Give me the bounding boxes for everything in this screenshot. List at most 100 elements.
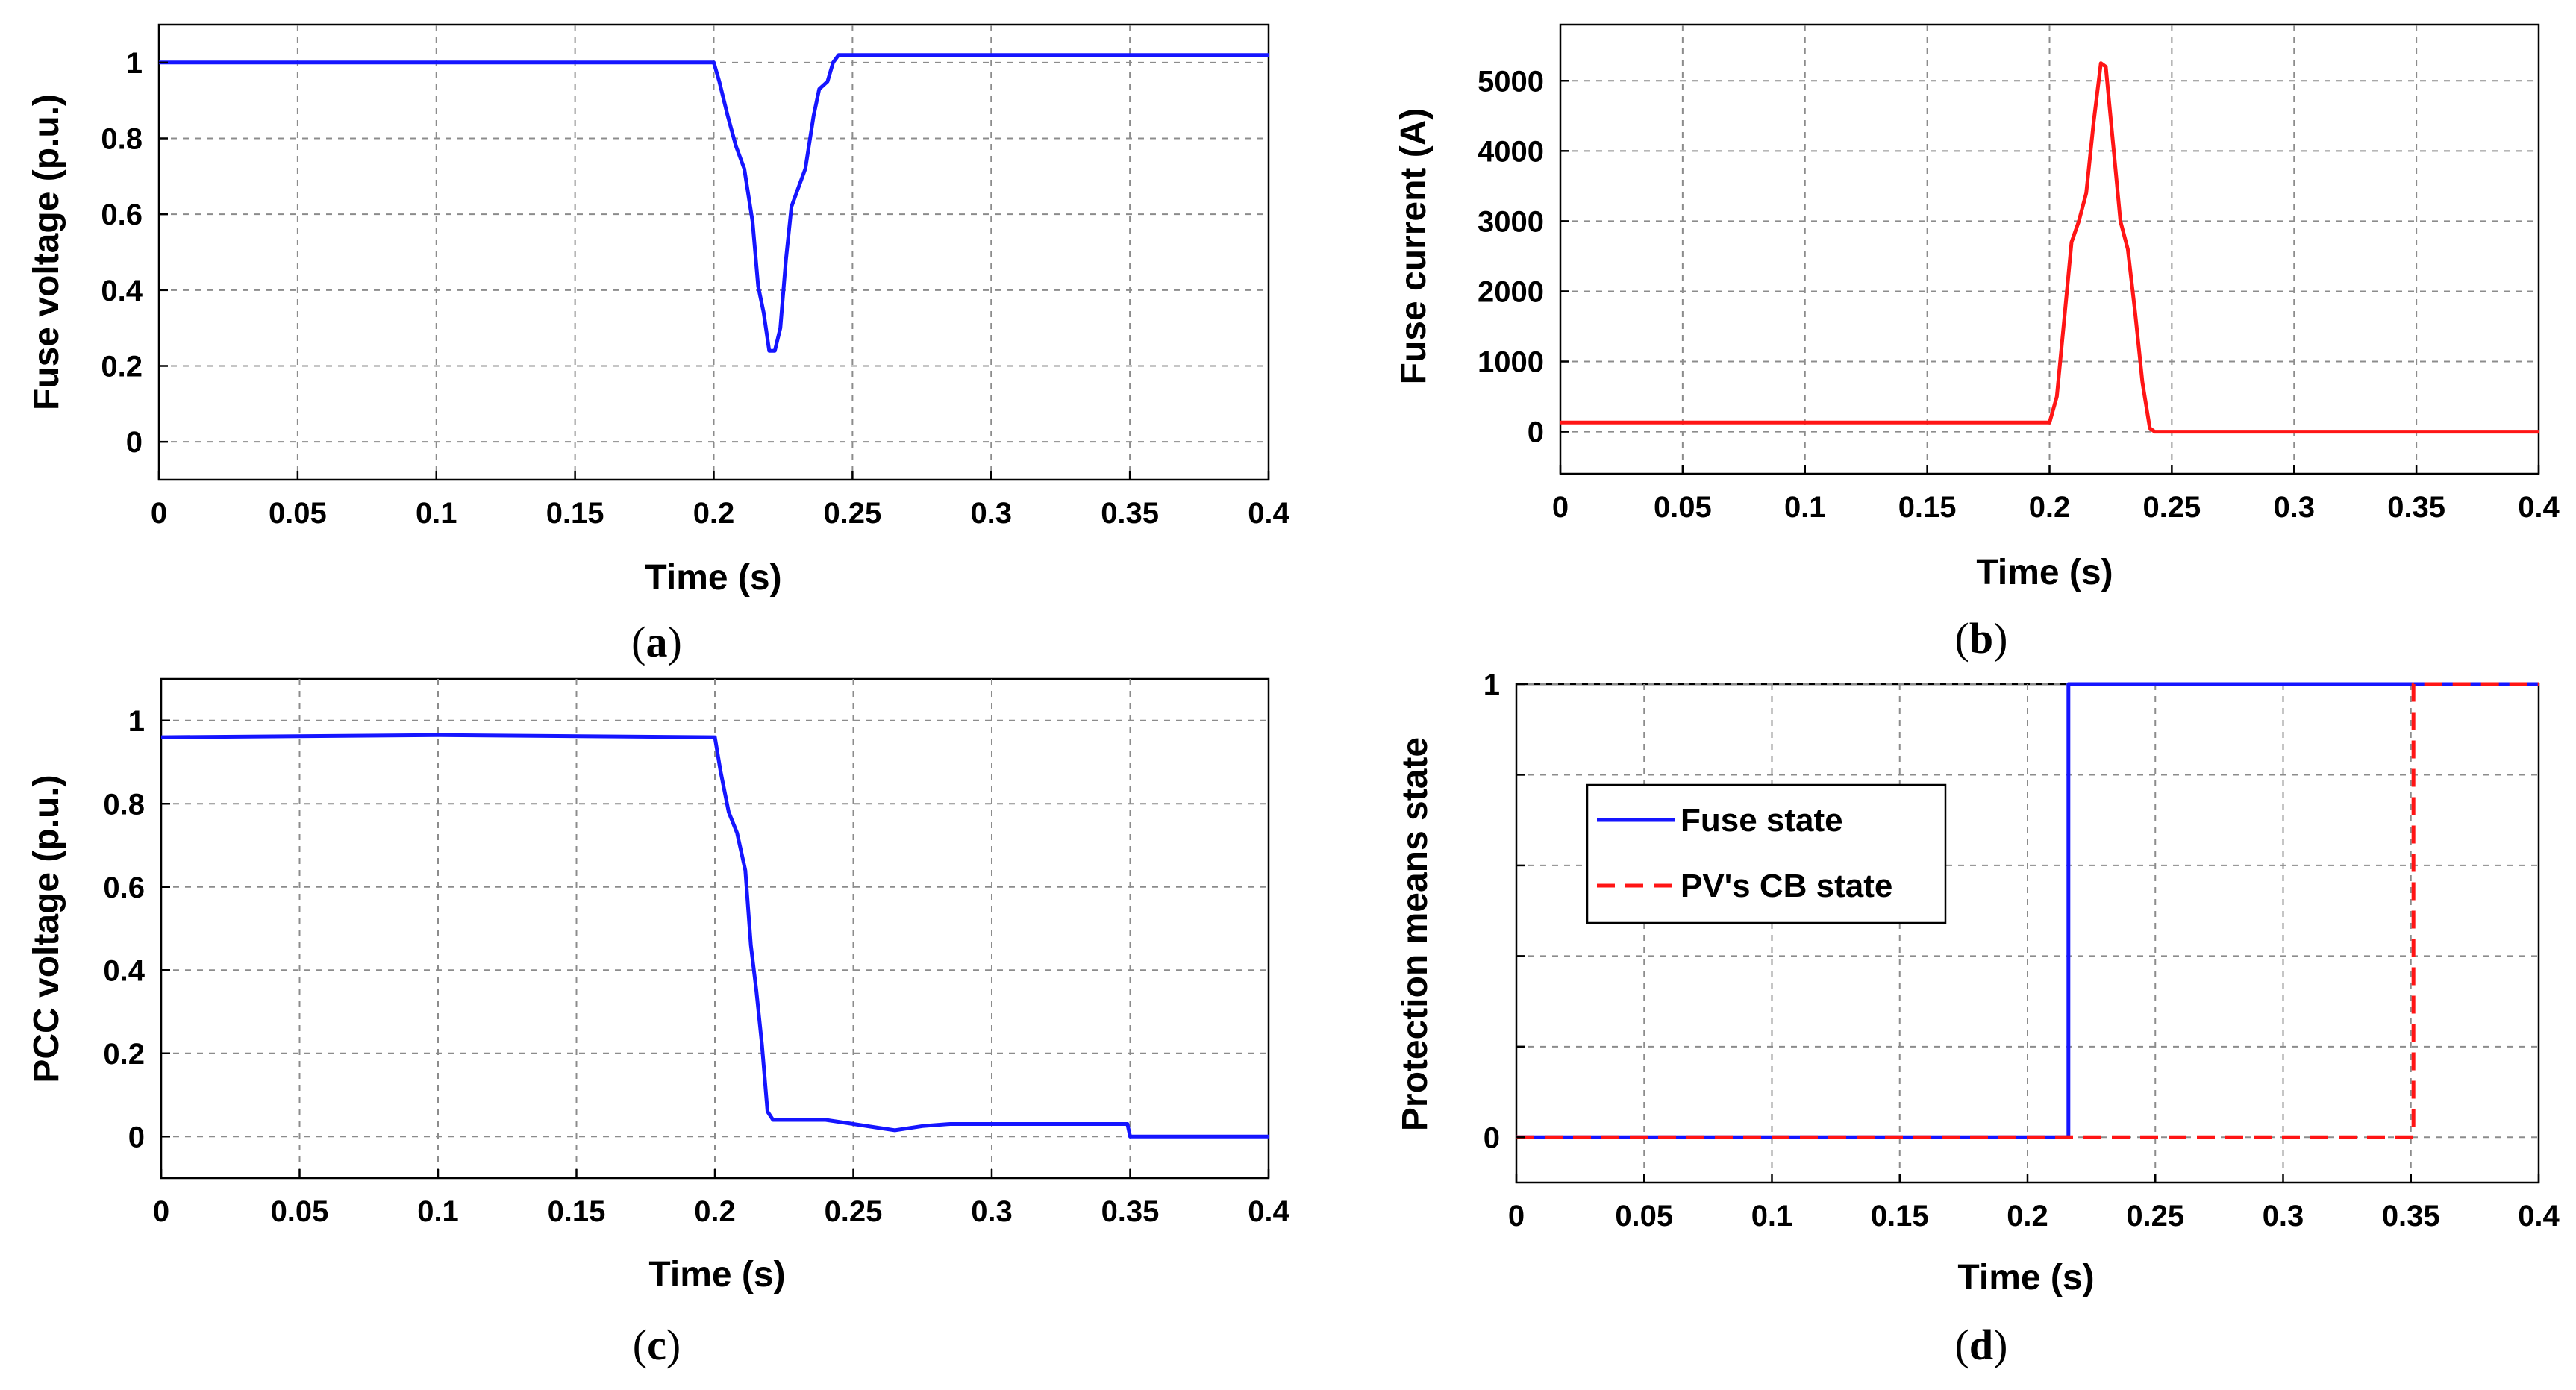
xtick-label-b-0: 0 (1552, 491, 1569, 524)
legend-box (1586, 783, 1947, 924)
panel-b: 0 0.05 0.1 0.15 0.2 0.25 0.3 0.35 0.4 0 1000 2000 3… (1394, 23, 2560, 663)
series-line-a-0 (159, 53, 1269, 353)
ytick-label-d-0: 0 (1484, 1121, 1500, 1154)
panel-d: 0 0.05 0.1 0.15 0.2 0.25 0.3 0.35 0.4 01 Fuse st… (1395, 669, 2560, 1369)
xlabel-c: Time (s) (648, 1255, 785, 1294)
ytick-label-a-3: 0.6 (101, 198, 143, 231)
xtick-label-b-6: 0.3 (2273, 491, 2315, 524)
ytick-label-a-5: 1 (126, 47, 143, 80)
xlabel-a: Time (s) (645, 558, 781, 598)
xtick-label-c-3: 0.15 (548, 1195, 606, 1228)
xtick-label-a-0: 0 (151, 497, 167, 530)
ytick-label-b-3: 3000 (1478, 205, 1544, 238)
ytick-label-a-2: 0.4 (101, 275, 143, 307)
xtick-label-b-8: 0.4 (2518, 491, 2560, 524)
grid-b (1560, 25, 2539, 474)
ylabel-a: Fuse voltage (p.u.) (27, 94, 66, 410)
xtick-label-d-0: 0 (1508, 1200, 1525, 1233)
yticks-a: 0 0.2 0.4 0.6 0.8 1 (101, 47, 168, 459)
yticks-b: 0 1000 2000 3000 4000 5000 (1478, 65, 1569, 449)
series-line-d-0 (1516, 682, 2539, 1139)
grid-a (159, 25, 1269, 480)
plot-area-d (1515, 683, 2540, 1184)
xtick-label-d-2: 0.1 (1751, 1200, 1793, 1233)
xtick-label-c-0: 0 (153, 1195, 169, 1228)
xtick-label-a-8: 0.4 (1248, 497, 1289, 530)
yticks-c: 0 0.2 0.4 0.6 0.8 1 (103, 705, 170, 1153)
xtick-label-c-5: 0.25 (825, 1195, 883, 1228)
xticks-a: 0 0.05 0.1 0.15 0.2 0.25 0.3 0.35 0.4 (151, 471, 1290, 530)
xtick-label-d-5: 0.25 (2126, 1200, 2184, 1233)
caption-b: (b) (1955, 614, 2008, 663)
caption-letter-c: c (647, 1321, 666, 1369)
xtick-label-c-1: 0.05 (271, 1195, 329, 1228)
xtick-label-d-1: 0.05 (1615, 1200, 1673, 1233)
xtick-label-b-3: 0.15 (1898, 491, 1957, 524)
series-line-b-0 (1560, 61, 2539, 434)
xtick-label-d-6: 0.3 (2263, 1200, 2304, 1233)
xticks-c: 0 0.05 0.1 0.15 0.2 0.25 0.3 0.35 0.4 (153, 1169, 1290, 1228)
panel-a: 0 0.05 0.1 0.15 0.2 0.25 0.3 0.35 0.4 0 0.2 0.4 0.6… (27, 23, 1290, 666)
xtick-label-a-6: 0.3 (970, 497, 1012, 530)
ytick-label-a-4: 0.8 (101, 123, 143, 156)
xtick-label-b-2: 0.1 (1784, 491, 1826, 524)
xtick-label-b-5: 0.25 (2142, 491, 2201, 524)
ytick-label-c-1: 0.2 (103, 1038, 145, 1071)
yticks-d: 01 (1484, 669, 1525, 1154)
ytick-label-c-4: 0.8 (103, 788, 145, 821)
xtick-label-d-7: 0.35 (2382, 1200, 2440, 1233)
ytick-label-b-2: 2000 (1478, 275, 1544, 308)
xtick-label-b-4: 0.2 (2029, 491, 2071, 524)
legend-label-pv-cb-state: PV's CB state (1681, 868, 1892, 904)
xtick-label-c-7: 0.35 (1101, 1195, 1160, 1228)
caption-letter-b: b (1969, 614, 1993, 663)
xtick-label-c-6: 0.3 (971, 1195, 1013, 1228)
xtick-label-d-3: 0.15 (1871, 1200, 1929, 1233)
xtick-label-b-7: 0.35 (2387, 491, 2445, 524)
xtick-label-a-2: 0.1 (416, 497, 457, 530)
ytick-label-c-3: 0.6 (103, 871, 145, 904)
ytick-label-b-0: 0 (1528, 416, 1544, 449)
caption-letter-a: a (646, 618, 668, 666)
xtick-label-a-1: 0.05 (269, 497, 327, 530)
ytick-label-b-5: 5000 (1478, 65, 1544, 98)
xtick-label-c-2: 0.1 (417, 1195, 459, 1228)
panel-c: 0 0.05 0.1 0.15 0.2 0.25 0.3 0.35 0.4 0 0.2 0.4 0.6… (27, 677, 1290, 1369)
xlabel-d: Time (s) (1957, 1258, 2094, 1297)
ylabel-d: Protection means state (1395, 737, 1435, 1131)
ytick-label-c-2: 0.4 (103, 954, 145, 987)
ytick-label-d-5: 1 (1484, 669, 1500, 701)
xtick-label-c-4: 0.2 (694, 1195, 736, 1228)
legend-label-fuse-state: Fuse state (1681, 802, 1843, 839)
xtick-label-a-4: 0.2 (693, 497, 735, 530)
ytick-label-c-5: 1 (128, 705, 145, 738)
xtick-label-a-5: 0.25 (823, 497, 881, 530)
xlabel-b: Time (s) (1976, 553, 2113, 592)
series-line-d-1 (1516, 682, 2539, 1139)
ylabel-b: Fuse current (A) (1394, 108, 1434, 385)
caption-c: (c) (633, 1321, 681, 1369)
plot-area-c (160, 677, 1270, 1180)
ytick-label-c-0: 0 (128, 1121, 145, 1153)
xtick-label-a-3: 0.15 (546, 497, 604, 530)
series-a (159, 53, 1269, 353)
xtick-label-d-8: 0.4 (2518, 1200, 2560, 1233)
xtick-label-b-1: 0.05 (1654, 491, 1712, 524)
xtick-label-c-8: 0.4 (1248, 1195, 1289, 1228)
ytick-label-a-0: 0 (126, 426, 143, 459)
xticks-b: 0 0.05 0.1 0.15 0.2 0.25 0.3 0.35 0.4 (1552, 465, 2560, 524)
xticks-d: 0 0.05 0.1 0.15 0.2 0.25 0.3 0.35 0.4 (1508, 1174, 2560, 1233)
ytick-label-b-1: 1000 (1478, 346, 1544, 379)
grid-c (161, 679, 1269, 1178)
caption-letter-d: d (1969, 1321, 1993, 1369)
caption-d: (d) (1955, 1321, 2008, 1369)
series-b (1560, 61, 2539, 434)
ylabel-c: PCC voltage (p.u.) (27, 774, 66, 1083)
series-c (160, 733, 1269, 1139)
ytick-label-b-4: 4000 (1478, 135, 1544, 168)
plot-area-b (1559, 23, 2540, 475)
xtick-label-d-4: 0.2 (2007, 1200, 2048, 1233)
series-d (1516, 682, 2539, 1139)
ytick-label-a-1: 0.2 (101, 351, 143, 383)
